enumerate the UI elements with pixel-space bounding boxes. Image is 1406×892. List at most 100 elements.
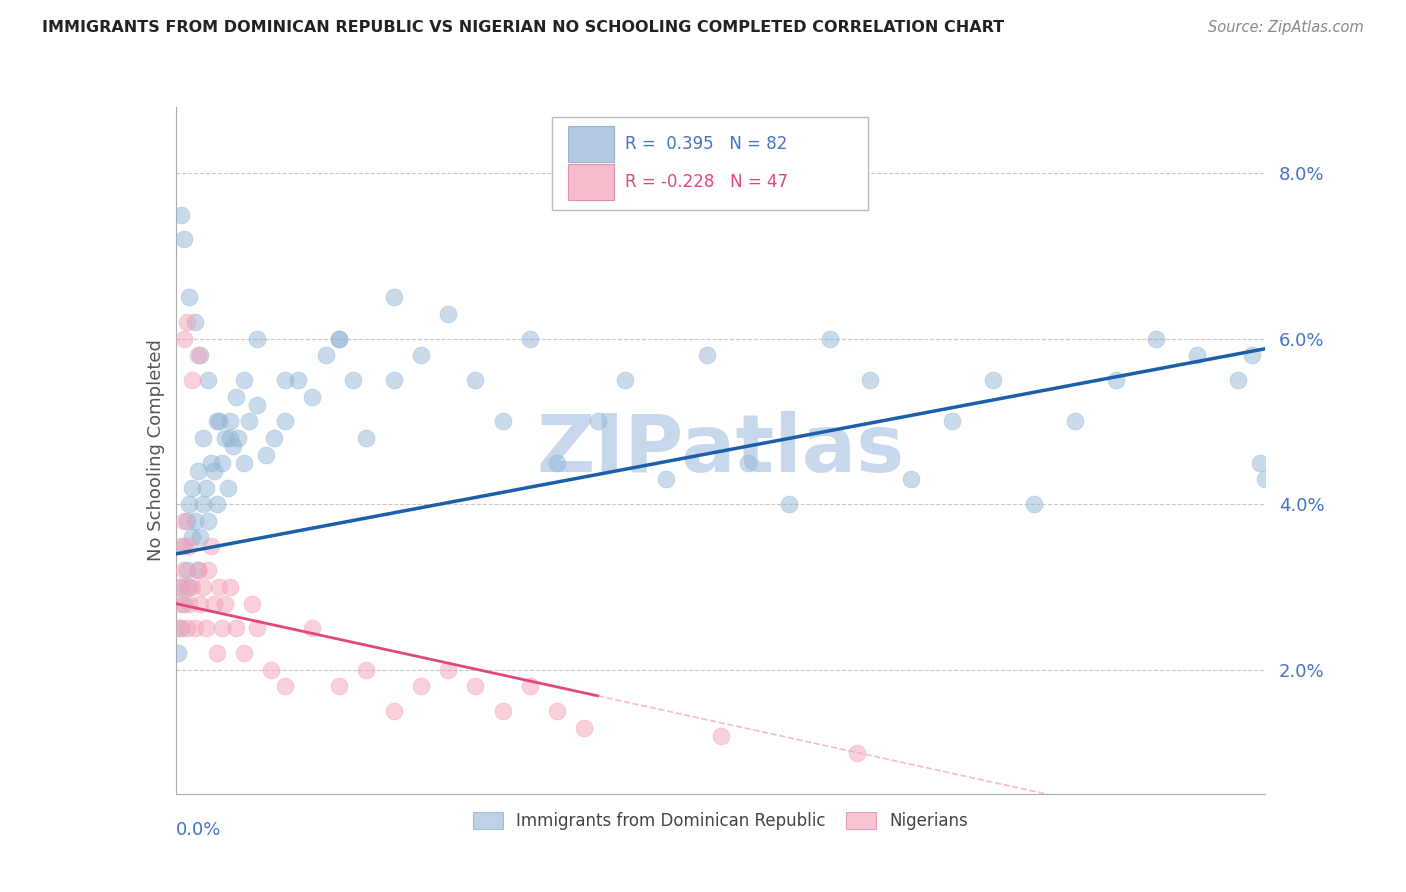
Point <box>173 232 195 246</box>
Point <box>173 564 195 578</box>
Point <box>186 348 209 362</box>
Point <box>188 348 211 362</box>
Point <box>176 621 198 635</box>
Point <box>464 679 486 693</box>
Point <box>1104 373 1126 387</box>
Point <box>179 580 201 594</box>
Point <box>170 597 193 611</box>
Point <box>409 348 432 362</box>
Point <box>181 530 204 544</box>
Point <box>274 373 297 387</box>
Point <box>225 621 247 635</box>
Point <box>778 497 800 511</box>
Point <box>1240 348 1263 362</box>
Point <box>696 348 718 362</box>
Point <box>173 514 195 528</box>
Point <box>301 390 323 404</box>
Point <box>186 564 209 578</box>
Point <box>614 373 637 387</box>
Point <box>1187 348 1209 362</box>
Y-axis label: No Schooling Completed: No Schooling Completed <box>146 340 165 561</box>
Point <box>184 514 207 528</box>
Point <box>194 621 217 635</box>
Point <box>170 539 193 553</box>
Point <box>900 472 922 486</box>
Point <box>191 580 214 594</box>
Point <box>176 564 198 578</box>
Point <box>260 663 283 677</box>
Point <box>179 497 201 511</box>
Point <box>170 580 193 594</box>
Point <box>232 373 254 387</box>
Point <box>655 472 678 486</box>
Point <box>941 415 963 429</box>
Point <box>170 621 193 635</box>
Point <box>232 456 254 470</box>
Point <box>214 597 236 611</box>
Point <box>167 646 190 660</box>
Point <box>356 431 378 445</box>
Point <box>274 415 297 429</box>
Point <box>208 580 231 594</box>
Point <box>167 580 190 594</box>
Point <box>315 348 337 362</box>
Point <box>382 704 405 718</box>
Point <box>173 539 195 553</box>
Text: ZIPatlas: ZIPatlas <box>537 411 904 490</box>
Point <box>211 621 233 635</box>
Point <box>205 646 228 660</box>
Point <box>179 539 201 553</box>
Point <box>181 373 204 387</box>
Point <box>287 373 309 387</box>
Point <box>1254 472 1277 486</box>
Point <box>181 481 204 495</box>
Point <box>188 530 211 544</box>
Point <box>167 621 190 635</box>
Point <box>328 332 350 346</box>
Point <box>437 663 460 677</box>
Point <box>191 497 214 511</box>
Point <box>1249 456 1271 470</box>
Point <box>217 481 239 495</box>
Point <box>176 514 198 528</box>
Text: IMMIGRANTS FROM DOMINICAN REPUBLIC VS NIGERIAN NO SCHOOLING COMPLETED CORRELATIO: IMMIGRANTS FROM DOMINICAN REPUBLIC VS NI… <box>42 20 1004 35</box>
Point <box>546 704 568 718</box>
Point <box>1227 373 1250 387</box>
Point <box>845 746 868 760</box>
Point <box>263 431 285 445</box>
Point <box>246 332 269 346</box>
Point <box>184 315 207 329</box>
Point <box>1063 415 1085 429</box>
Point <box>1144 332 1167 346</box>
Point <box>194 481 217 495</box>
Point <box>188 597 211 611</box>
Point <box>710 729 733 743</box>
Point <box>274 679 297 693</box>
Point <box>492 704 515 718</box>
Point <box>200 539 222 553</box>
Point <box>197 514 219 528</box>
Point <box>197 564 219 578</box>
Point <box>328 332 350 346</box>
Point <box>191 431 214 445</box>
Point <box>382 290 405 304</box>
Text: R =  0.395   N = 82: R = 0.395 N = 82 <box>624 135 787 153</box>
Point <box>211 456 233 470</box>
Point <box>219 431 242 445</box>
Legend: Immigrants from Dominican Republic, Nigerians: Immigrants from Dominican Republic, Nige… <box>467 805 974 837</box>
Point <box>219 580 242 594</box>
Point <box>176 315 198 329</box>
Point <box>186 564 209 578</box>
Point <box>179 597 201 611</box>
Point <box>200 456 222 470</box>
Point <box>328 679 350 693</box>
Point <box>492 415 515 429</box>
Point <box>184 621 207 635</box>
Point <box>246 621 269 635</box>
Point <box>1022 497 1045 511</box>
Point <box>240 597 263 611</box>
Point <box>737 456 759 470</box>
Point <box>186 464 209 478</box>
Point <box>437 307 460 321</box>
Point <box>519 679 541 693</box>
